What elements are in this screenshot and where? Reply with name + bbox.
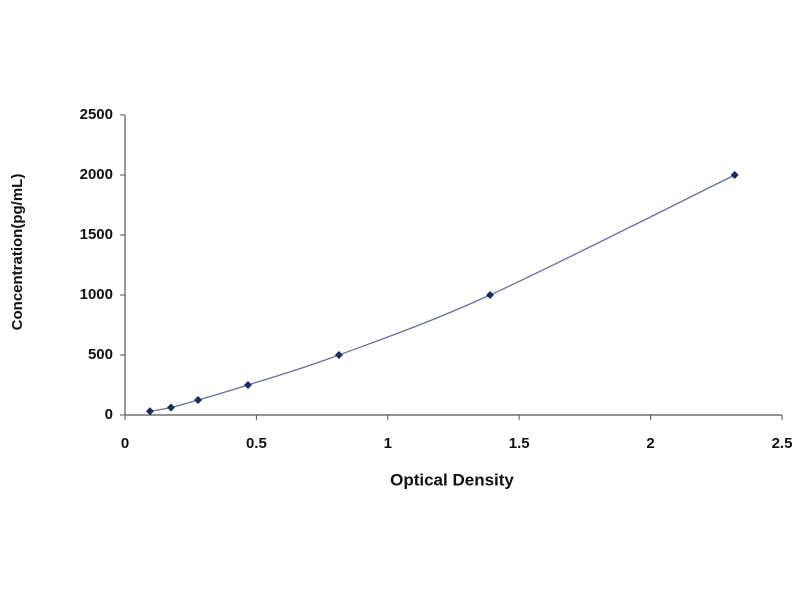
x-tick-label: 2.5: [772, 435, 793, 452]
x-tick-label: 1.5: [509, 435, 530, 452]
point: [243, 381, 252, 389]
point: [334, 351, 343, 359]
fit-line: [149, 174, 735, 412]
y-tick-label: 2500: [80, 106, 113, 123]
point: [486, 291, 495, 299]
x-tick-label: 2: [646, 435, 654, 452]
x-axis-label: Optical Density: [390, 470, 514, 489]
y-tick-label: 1500: [80, 226, 113, 243]
y-tick-label: 0: [105, 406, 113, 423]
y-tick-label: 500: [88, 346, 113, 363]
y-axis-label: Concentration(pg/mL): [9, 174, 26, 331]
x-tick-label: 0.5: [246, 435, 267, 452]
point: [145, 407, 154, 416]
x-tick-label: 0: [121, 435, 129, 452]
point: [194, 396, 203, 404]
x-tick-label: 1: [384, 435, 392, 452]
y-tick-label: 2000: [80, 166, 113, 183]
y-tick-label: 1000: [80, 286, 113, 303]
point: [166, 403, 175, 412]
point: [730, 171, 739, 179]
